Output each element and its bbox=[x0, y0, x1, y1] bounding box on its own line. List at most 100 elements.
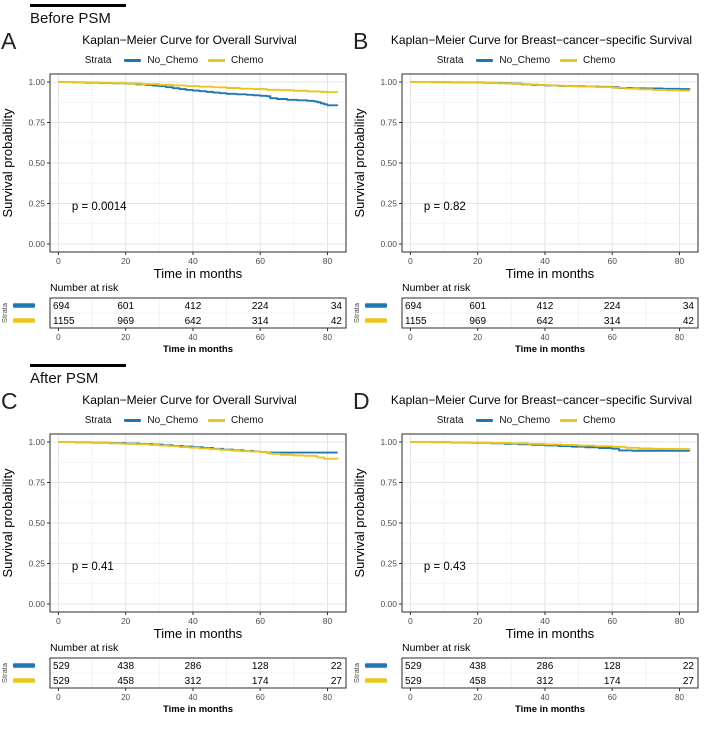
y-tick-label: 1.00 bbox=[380, 437, 397, 447]
km-chart-overall-after: 0.00 0.25 0.50 0.75 1.00 0 20 40 60 80 Time in mon… bbox=[0, 433, 347, 715]
y-axis-label: Survival probability bbox=[352, 108, 367, 218]
y-axis-label: Survival probability bbox=[0, 468, 15, 578]
legend: Strata No_Chemo Chemo bbox=[0, 412, 352, 428]
risk-x-tick-label: 80 bbox=[323, 333, 332, 342]
risk-count: 42 bbox=[683, 316, 695, 327]
panel-c-header: C Kaplan−Meier Curve for Overall Surviva… bbox=[0, 390, 352, 413]
section-header: Before PSM bbox=[30, 4, 704, 28]
panel-a: A Kaplan−Meier Curve for Overall Surviva… bbox=[0, 30, 352, 360]
risk-count: 438 bbox=[469, 661, 486, 672]
risk-count: 529 bbox=[53, 676, 70, 687]
section-after-psm: After PSM C Kaplan−Meier Curve for Overa… bbox=[0, 364, 704, 720]
risk-count: 529 bbox=[405, 661, 422, 672]
x-tick-label: 60 bbox=[607, 616, 617, 626]
risk-count: 174 bbox=[604, 676, 621, 687]
risk-count: 438 bbox=[117, 661, 134, 672]
y-tick-label: 0.50 bbox=[380, 158, 397, 168]
risk-count: 286 bbox=[537, 661, 554, 672]
chemo-line-swatch bbox=[208, 58, 226, 62]
panel-title: Kaplan−Meier Curve for Breast−cancer−spe… bbox=[390, 393, 693, 407]
legend-item-chemo: Chemo bbox=[583, 54, 616, 66]
risk-count: 1155 bbox=[405, 316, 427, 327]
risk-x-tick-label: 20 bbox=[121, 333, 130, 342]
x-tick-label: 80 bbox=[675, 616, 685, 626]
risk-count: 529 bbox=[405, 676, 422, 687]
y-tick-label: 0.75 bbox=[380, 478, 397, 488]
risk-count: 312 bbox=[537, 676, 554, 687]
legend-item-no-chemo: No_Chemo bbox=[499, 54, 551, 66]
x-tick-label: 20 bbox=[121, 256, 131, 266]
panel-c: C Kaplan−Meier Curve for Overall Surviva… bbox=[0, 390, 352, 720]
risk-x-tick-label: 80 bbox=[675, 693, 684, 702]
x-tick-label: 0 bbox=[408, 256, 413, 266]
risk-count: 412 bbox=[185, 301, 202, 312]
risk-table-title: Number at risk bbox=[402, 642, 471, 654]
risk-count: 458 bbox=[117, 676, 134, 687]
chemo-line-swatch bbox=[560, 418, 578, 422]
x-tick-label: 40 bbox=[188, 256, 198, 266]
y-axis-label: Survival probability bbox=[0, 108, 15, 218]
risk-count: 969 bbox=[117, 316, 134, 327]
risk-x-axis-label: Time in months bbox=[515, 704, 585, 715]
y-tick-label: 1.00 bbox=[380, 77, 397, 87]
km-chart-bcss-after: 0.00 0.25 0.50 0.75 1.00 0 20 40 60 80 Time in mon… bbox=[352, 433, 699, 715]
risk-table-border bbox=[401, 657, 699, 689]
risk-count: 34 bbox=[683, 301, 695, 312]
section-title: Before PSM bbox=[30, 10, 111, 27]
risk-count: 312 bbox=[185, 676, 202, 687]
p-value-label: p = 0.0014 bbox=[72, 201, 127, 213]
risk-count: 969 bbox=[469, 316, 486, 327]
km-curve-chemo bbox=[58, 441, 339, 460]
x-tick-label: 60 bbox=[255, 616, 265, 626]
x-tick-label: 0 bbox=[56, 256, 61, 266]
risk-strata-axis-label: Strata bbox=[352, 662, 361, 683]
risk-x-axis-label: Time in months bbox=[163, 704, 233, 715]
km-chart-bcss-before: 0.00 0.25 0.50 0.75 1.00 0 20 40 60 80 Time in mon… bbox=[352, 73, 699, 355]
y-tick-label: 0.50 bbox=[28, 518, 45, 528]
panel-title: Kaplan−Meier Curve for Overall Survival bbox=[82, 393, 297, 407]
section-divider-bar bbox=[30, 364, 126, 367]
panel-d: D Kaplan−Meier Curve for Breast−cancer−s… bbox=[352, 390, 704, 720]
risk-x-tick-label: 40 bbox=[189, 693, 198, 702]
y-tick-label: 0.25 bbox=[28, 199, 45, 209]
risk-count: 128 bbox=[604, 661, 621, 672]
section-before-psm: Before PSM A Kaplan−Meier Curve for Over… bbox=[0, 4, 704, 360]
legend: Strata No_Chemo Chemo bbox=[0, 52, 352, 68]
y-tick-label: 0.00 bbox=[380, 599, 397, 609]
risk-strata-swatch-chemo bbox=[365, 318, 387, 323]
x-tick-label: 20 bbox=[473, 616, 483, 626]
risk-count: 27 bbox=[683, 676, 695, 687]
risk-count: 529 bbox=[53, 661, 70, 672]
no-chemo-line-swatch bbox=[124, 418, 142, 422]
chemo-line-swatch bbox=[208, 418, 226, 422]
risk-count: 224 bbox=[252, 301, 269, 312]
risk-x-tick-label: 0 bbox=[56, 333, 61, 342]
p-value-label: p = 0.41 bbox=[72, 561, 114, 573]
legend-item-no-chemo: No_Chemo bbox=[147, 54, 199, 66]
risk-x-tick-label: 60 bbox=[256, 693, 265, 702]
x-tick-label: 20 bbox=[121, 616, 131, 626]
risk-x-tick-label: 20 bbox=[473, 693, 482, 702]
y-axis-label: Survival probability bbox=[352, 468, 367, 578]
legend-title: Strata bbox=[84, 414, 112, 426]
panel-b: B Kaplan−Meier Curve for Breast−cancer−s… bbox=[352, 30, 704, 360]
y-tick-label: 0.25 bbox=[380, 199, 397, 209]
x-tick-label: 80 bbox=[323, 616, 333, 626]
risk-strata-swatch-no_chemo bbox=[13, 303, 35, 308]
section-title: After PSM bbox=[30, 370, 99, 387]
y-tick-label: 0.00 bbox=[28, 239, 45, 249]
km-chart-overall-before: 0.00 0.25 0.50 0.75 1.00 0 20 40 60 80 Time in mon… bbox=[0, 73, 347, 355]
x-tick-label: 60 bbox=[607, 256, 617, 266]
risk-x-tick-label: 80 bbox=[323, 693, 332, 702]
risk-table-title: Number at risk bbox=[50, 282, 119, 294]
risk-table-border bbox=[401, 297, 699, 329]
p-value-label: p = 0.82 bbox=[424, 201, 466, 213]
risk-table-border bbox=[49, 297, 347, 329]
x-tick-label: 60 bbox=[255, 256, 265, 266]
x-tick-label: 0 bbox=[56, 616, 61, 626]
risk-count: 314 bbox=[604, 316, 621, 327]
risk-x-axis-label: Time in months bbox=[163, 344, 233, 355]
risk-strata-swatch-chemo bbox=[365, 678, 387, 683]
risk-table-border bbox=[49, 657, 347, 689]
risk-count: 286 bbox=[185, 661, 202, 672]
